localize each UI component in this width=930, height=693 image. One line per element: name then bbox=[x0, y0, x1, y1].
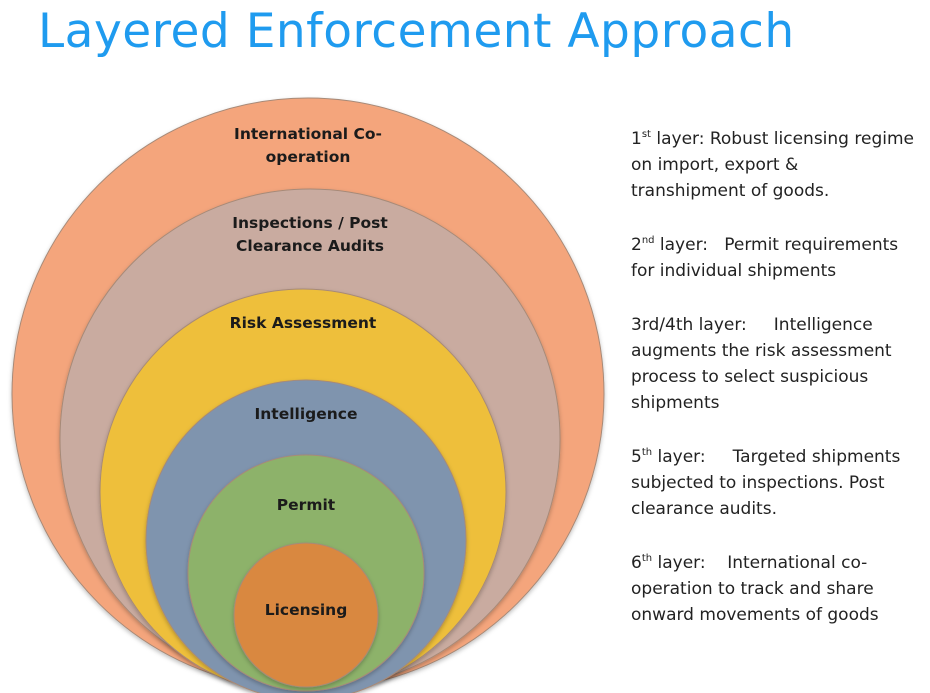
layer-note-text: augments the risk assessment bbox=[631, 341, 892, 361]
layer-note: 1st layer: Robust licensing regime on imp… bbox=[631, 126, 927, 204]
layer-note-number: 5 bbox=[631, 447, 642, 467]
layer-note-text: Robust licensing regime bbox=[709, 129, 914, 149]
layer-label-inspections-audits: Clearance Audits bbox=[236, 237, 384, 255]
layer-note: 2nd layer: Permit requirements for indivi… bbox=[631, 232, 927, 284]
layer-note-head: layer: bbox=[654, 235, 725, 255]
layer-note-text: on import, export & bbox=[631, 155, 799, 175]
layer-note-number: 3rd/4th bbox=[631, 315, 694, 335]
layer-notes: 1st layer: Robust licensing regime on imp… bbox=[631, 126, 927, 656]
layer-note-text: Targeted shipments bbox=[732, 447, 901, 467]
layer-note-text: Permit requirements bbox=[724, 235, 899, 255]
layer-note-text: onward movements of goods bbox=[631, 605, 879, 625]
layer-note-text: for individual shipments bbox=[631, 261, 837, 281]
layer-label-inspections-audits: Inspections / Post bbox=[232, 214, 388, 232]
layer-note-head: layer: bbox=[650, 129, 710, 149]
layer-note-ordinal: nd bbox=[641, 235, 655, 246]
layer-note-ordinal: th bbox=[641, 553, 653, 564]
layer-note-ordinal: st bbox=[641, 129, 651, 140]
layer-label-risk-assessment: Risk Assessment bbox=[230, 314, 377, 332]
layer-label-international-cooperation: International Co- bbox=[234, 125, 382, 143]
layer-note: 6th layer: International co-operation to… bbox=[631, 550, 927, 628]
layer-note-text: process to select suspicious bbox=[631, 367, 869, 387]
layer-note-number: 1 bbox=[631, 129, 642, 149]
layer-label-permit: Permit bbox=[277, 496, 336, 514]
layer-note-text: International co- bbox=[727, 553, 868, 573]
layer-note-head: layer: bbox=[652, 553, 728, 573]
layer-note: 5th layer: Targeted shipments subjected t… bbox=[631, 444, 927, 522]
layer-note-text: shipments bbox=[631, 393, 720, 413]
layer-note-text: operation to track and share bbox=[631, 579, 874, 599]
layer-note-ordinal: th bbox=[641, 447, 653, 458]
layer-note-text: subjected to inspections. Post bbox=[631, 473, 885, 493]
layer-label-international-cooperation: operation bbox=[266, 148, 351, 166]
layer-label-licensing: Licensing bbox=[265, 601, 348, 619]
layer-note-head: layer: bbox=[652, 447, 733, 467]
slide-title: Layered Enforcement Approach bbox=[38, 4, 795, 59]
layer-note: 3rd/4th layer: Intelligence augments the … bbox=[631, 312, 927, 416]
layer-note-text: clearance audits. bbox=[631, 499, 777, 519]
layer-note-head: layer: bbox=[693, 315, 774, 335]
layer-note-number: 2 bbox=[631, 235, 642, 255]
layer-note-text: Intelligence bbox=[773, 315, 873, 335]
layer-circle-licensing bbox=[233, 542, 379, 688]
layer-label-intelligence: Intelligence bbox=[254, 405, 357, 423]
layer-note-text: transhipment of goods. bbox=[631, 181, 830, 201]
layer-note-number: 6 bbox=[631, 553, 642, 573]
